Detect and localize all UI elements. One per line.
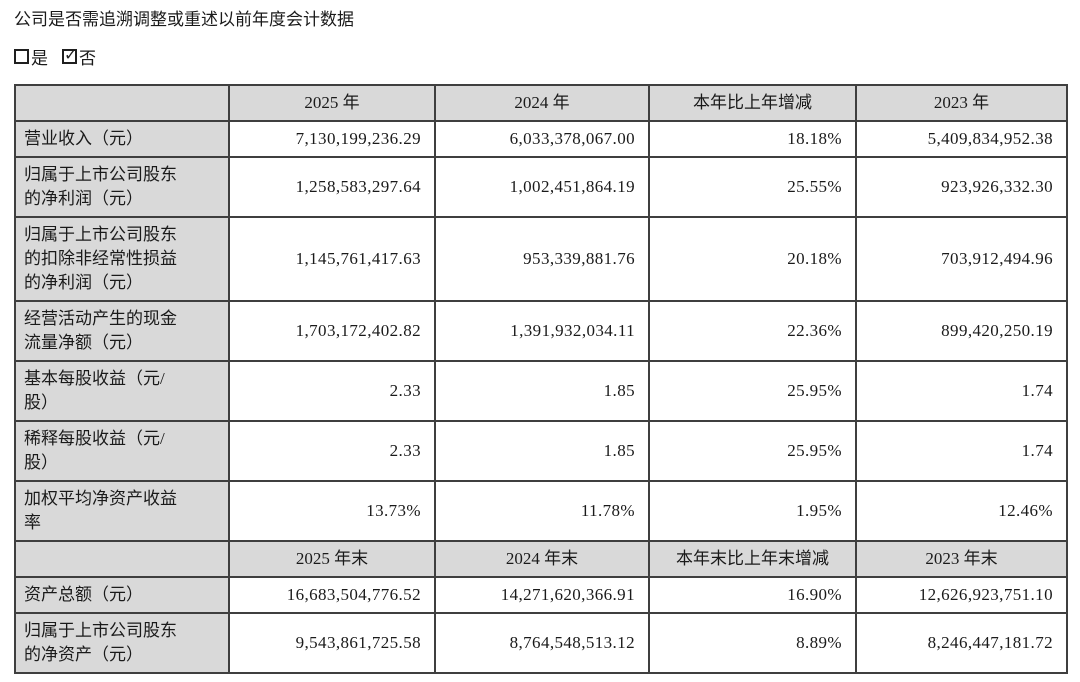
- restatement-options-row: 是 ✓ 否: [14, 44, 1066, 69]
- cell-2023: 703,912,494.96: [855, 216, 1068, 302]
- header-2024: 2024 年: [434, 84, 650, 122]
- cell-2023-end: 12,626,923,751.10: [855, 576, 1068, 614]
- cell-2023-end: 8,246,447,181.72: [855, 612, 1068, 674]
- header-yoy-change: 本年比上年增减: [648, 84, 857, 122]
- row-label: 加权平均净资产收益 率: [14, 480, 230, 542]
- row-diluted-eps: 稀释每股收益（元/ 股） 2.33 1.85 25.95% 1.74: [14, 420, 1068, 482]
- cell-yoy-change: 1.95%: [648, 480, 857, 542]
- option-yes-label: 是: [31, 49, 48, 68]
- cell-yoy-change: 22.36%: [648, 300, 857, 362]
- header-2023-end: 2023 年末: [855, 540, 1068, 578]
- key-accounting-data-table: 2025 年 2024 年 本年比上年增减 2023 年 营业收入（元） 7,1…: [14, 84, 1068, 674]
- restatement-question-text: 公司是否需追溯调整或重述以前年度会计数据: [14, 10, 354, 29]
- row-net-assets-attributable: 归属于上市公司股东 的净资产（元） 9,543,861,725.58 8,764…: [14, 612, 1068, 674]
- cell-yoy-change: 18.18%: [648, 120, 857, 158]
- income-header-row: 2025 年 2024 年 本年比上年增减 2023 年: [14, 84, 1068, 122]
- cell-2023: 1.74: [855, 360, 1068, 422]
- cell-2024: 1.85: [434, 360, 650, 422]
- checkbox-checked-icon: ✓: [62, 45, 77, 64]
- row-label: 基本每股收益（元/ 股）: [14, 360, 230, 422]
- row-operating-revenue: 营业收入（元） 7,130,199,236.29 6,033,378,067.0…: [14, 120, 1068, 158]
- cell-2023: 12.46%: [855, 480, 1068, 542]
- cell-2024: 1,391,932,034.11: [434, 300, 650, 362]
- cell-2025: 1,258,583,297.64: [228, 156, 436, 218]
- row-weighted-avg-roe: 加权平均净资产收益 率 13.73% 11.78% 1.95% 12.46%: [14, 480, 1068, 542]
- cell-2023: 5,409,834,952.38: [855, 120, 1068, 158]
- balance-header-row: 2025 年末 2024 年末 本年末比上年末增减 2023 年末: [14, 540, 1068, 578]
- row-net-profit-excl-nonrecurring: 归属于上市公司股东 的扣除非经常性损益 的净利润（元） 1,145,761,41…: [14, 216, 1068, 302]
- row-total-assets: 资产总额（元） 16,683,504,776.52 14,271,620,366…: [14, 576, 1068, 614]
- cell-2024: 11.78%: [434, 480, 650, 542]
- check-mark-icon: ✓: [64, 45, 78, 64]
- cell-2024: 1.85: [434, 420, 650, 482]
- cell-2025-end: 16,683,504,776.52: [228, 576, 436, 614]
- option-no-label: 否: [79, 49, 96, 68]
- cell-2025-end: 9,543,861,725.58: [228, 612, 436, 674]
- row-label: 稀释每股收益（元/ 股）: [14, 420, 230, 482]
- checkbox-unchecked-icon: [14, 49, 29, 64]
- cell-2024: 6,033,378,067.00: [434, 120, 650, 158]
- header-2023: 2023 年: [855, 84, 1068, 122]
- header-2025: 2025 年: [228, 84, 436, 122]
- row-net-profit-attributable: 归属于上市公司股东 的净利润（元） 1,258,583,297.64 1,002…: [14, 156, 1068, 218]
- cell-yoy-change: 25.95%: [648, 420, 857, 482]
- row-basic-eps: 基本每股收益（元/ 股） 2.33 1.85 25.95% 1.74: [14, 360, 1068, 422]
- cell-2025: 7,130,199,236.29: [228, 120, 436, 158]
- row-label: 归属于上市公司股东 的扣除非经常性损益 的净利润（元）: [14, 216, 230, 302]
- row-label: 归属于上市公司股东 的净资产（元）: [14, 612, 230, 674]
- cell-yoy-change: 25.55%: [648, 156, 857, 218]
- cell-2024-end: 14,271,620,366.91: [434, 576, 650, 614]
- cell-2025: 2.33: [228, 420, 436, 482]
- header-empty-corner: [14, 540, 230, 578]
- header-empty-corner: [14, 84, 230, 122]
- cell-yoy-end-change: 16.90%: [648, 576, 857, 614]
- row-label: 归属于上市公司股东 的净利润（元）: [14, 156, 230, 218]
- cell-2024: 953,339,881.76: [434, 216, 650, 302]
- header-2024-end: 2024 年末: [434, 540, 650, 578]
- cell-yoy-change: 20.18%: [648, 216, 857, 302]
- row-label: 营业收入（元）: [14, 120, 230, 158]
- cell-2025: 13.73%: [228, 480, 436, 542]
- option-yes: 是: [14, 44, 48, 69]
- cell-2023: 899,420,250.19: [855, 300, 1068, 362]
- cell-2025: 1,145,761,417.63: [228, 216, 436, 302]
- row-label: 经营活动产生的现金 流量净额（元）: [14, 300, 230, 362]
- cell-2024-end: 8,764,548,513.12: [434, 612, 650, 674]
- cell-2025: 1,703,172,402.82: [228, 300, 436, 362]
- cell-2025: 2.33: [228, 360, 436, 422]
- row-label: 资产总额（元）: [14, 576, 230, 614]
- cell-yoy-end-change: 8.89%: [648, 612, 857, 674]
- row-operating-cash-flow: 经营活动产生的现金 流量净额（元） 1,703,172,402.82 1,391…: [14, 300, 1068, 362]
- cell-2023: 1.74: [855, 420, 1068, 482]
- cell-2023: 923,926,332.30: [855, 156, 1068, 218]
- header-2025-end: 2025 年末: [228, 540, 436, 578]
- cell-yoy-change: 25.95%: [648, 360, 857, 422]
- header-yoy-end-change: 本年末比上年末增减: [648, 540, 857, 578]
- cell-2024: 1,002,451,864.19: [434, 156, 650, 218]
- option-no: ✓ 否: [62, 44, 96, 69]
